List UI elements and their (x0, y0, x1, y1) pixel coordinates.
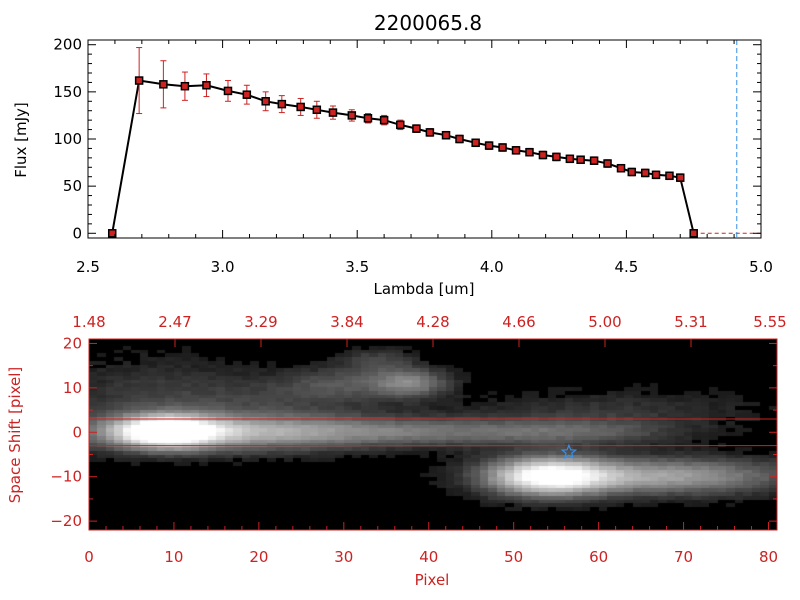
top-tick-label: 5.55 (753, 313, 786, 331)
data-point (134, 76, 144, 85)
data-point (107, 229, 117, 238)
flux-series (107, 47, 761, 238)
x-tick-label: 50 (504, 548, 523, 566)
top-tick-label: 2.47 (158, 313, 191, 331)
x-tick-label: 40 (419, 548, 438, 566)
data-point (603, 159, 612, 168)
data-point (565, 154, 575, 164)
x-tick-label: 20 (249, 548, 268, 566)
data-point (640, 168, 650, 178)
data-point (202, 81, 211, 90)
data-point (242, 90, 252, 99)
top-tick-label: 5.00 (588, 313, 621, 331)
y-tick-label: 100 (53, 130, 82, 148)
data-point (651, 170, 661, 180)
data-point (363, 114, 373, 123)
y-tick-label: −20 (50, 512, 82, 530)
bottom-y-axis-label: Space Shift [pixel] (6, 367, 24, 504)
data-point (396, 120, 405, 130)
top-tick-label: 3.84 (330, 313, 363, 331)
top-wavelength-axis: 1.48 2.47 3.29 3.84 4.28 4.66 5.00 5.31 5.55 (72, 313, 787, 347)
x-tick-label: 4.5 (614, 258, 638, 276)
data-point (328, 108, 338, 117)
data-point (261, 97, 270, 106)
x-tick-label: 3.0 (211, 258, 235, 276)
data-point (412, 124, 421, 133)
top-tick-label: 4.28 (416, 313, 449, 331)
data-point (347, 111, 357, 120)
top-tick-label: 4.66 (502, 313, 535, 331)
top-tick-label: 5.31 (674, 313, 707, 331)
data-point (471, 138, 480, 148)
top-y-axis: 0 50 100 150 200 (53, 36, 761, 242)
x-tick-label: 10 (164, 548, 183, 566)
top-tick-label: 3.29 (244, 313, 277, 331)
data-point (511, 146, 521, 155)
x-tick-label: 0 (84, 548, 94, 566)
x-tick-label: 80 (759, 548, 778, 566)
data-point (627, 167, 637, 177)
y-tick-label: 20 (63, 334, 82, 352)
image-container (89, 339, 777, 530)
data-point (425, 128, 435, 137)
x-tick-label: 70 (674, 548, 693, 566)
bottom-y-axis: −20 −10 0 10 20 (50, 334, 777, 530)
y-tick-label: 150 (53, 83, 82, 101)
flux-spectrum-chart: 2.5 3.0 3.5 4.0 4.5 5.0 0 50 100 150 200 Lambda [… (12, 36, 773, 298)
bottom-x-axis-label: Pixel (415, 571, 450, 589)
flux-line (111, 79, 695, 234)
spectral-image (89, 339, 777, 530)
top-y-axis-label: Flux [mJy] (12, 102, 30, 178)
data-point (159, 80, 168, 89)
y-tick-label: 0 (72, 224, 82, 242)
x-tick-label: 60 (589, 548, 608, 566)
data-point (689, 229, 698, 238)
top-x-axis-label: Lambda [um] (374, 280, 475, 298)
y-tick-label: −10 (50, 468, 82, 486)
x-tick-label: 30 (334, 548, 353, 566)
data-point (484, 141, 494, 150)
y-tick-label: 50 (63, 177, 82, 195)
data-point (455, 134, 464, 144)
data-point (675, 173, 685, 182)
data-point (552, 152, 561, 162)
x-tick-label: 4.0 (480, 258, 504, 276)
data-point (379, 115, 389, 125)
x-tick-label: 2.5 (76, 258, 100, 276)
data-point (538, 150, 548, 160)
data-point (277, 99, 287, 109)
data-point (576, 155, 585, 164)
spatial-image-chart: 0 10 20 30 40 50 60 70 80 −20 −10 0 10 20 1.48 2.47 3.… (6, 313, 787, 589)
data-point (296, 102, 305, 112)
data-point (312, 105, 322, 115)
top-plot-frame (87, 39, 762, 239)
bottom-x-axis: 0 10 20 30 40 50 60 70 80 (84, 522, 778, 566)
star-marker (560, 443, 578, 460)
data-point (665, 171, 674, 181)
y-tick-label: 200 (53, 36, 82, 54)
top-tick-label: 1.48 (72, 313, 105, 331)
data-point (180, 81, 190, 91)
x-tick-label: 5.0 (749, 258, 773, 276)
y-tick-label: 10 (63, 379, 82, 397)
aperture-lines (89, 418, 777, 447)
top-x-axis: 2.5 3.0 3.5 4.0 4.5 5.0 (76, 40, 773, 276)
data-point (525, 147, 534, 157)
data-point (498, 143, 507, 152)
y-tick-label: 0 (72, 423, 82, 441)
chart-title: 2200065.8 (374, 11, 482, 35)
data-point (223, 86, 233, 96)
data-point (616, 163, 626, 173)
data-point (441, 130, 451, 140)
x-tick-label: 3.5 (345, 258, 369, 276)
data-point (589, 156, 599, 165)
